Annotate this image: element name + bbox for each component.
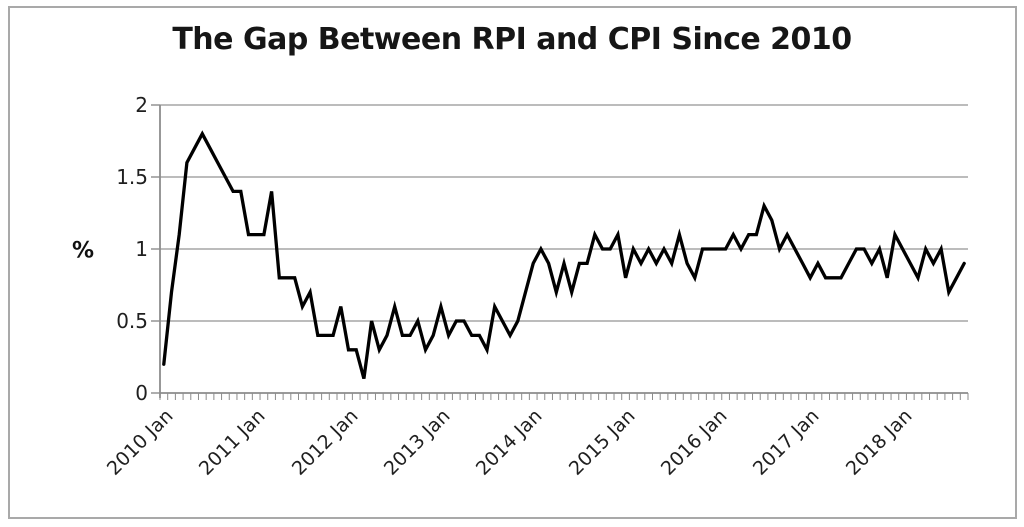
chart-title: The Gap Between RPI and CPI Since 2010 [172,22,852,57]
chart-frame-border [8,6,1017,519]
y-axis-unit-label: % [72,238,95,264]
y-tick-label-0.5: 0.5 [116,309,148,333]
y-tick-label-1: 1 [135,237,148,261]
rpi-cpi-gap-line [162,130,966,380]
y-tick-label-1.5: 1.5 [116,165,148,189]
y-tick-label-0: 0 [135,381,148,405]
y-tick-label-2: 2 [135,93,148,117]
